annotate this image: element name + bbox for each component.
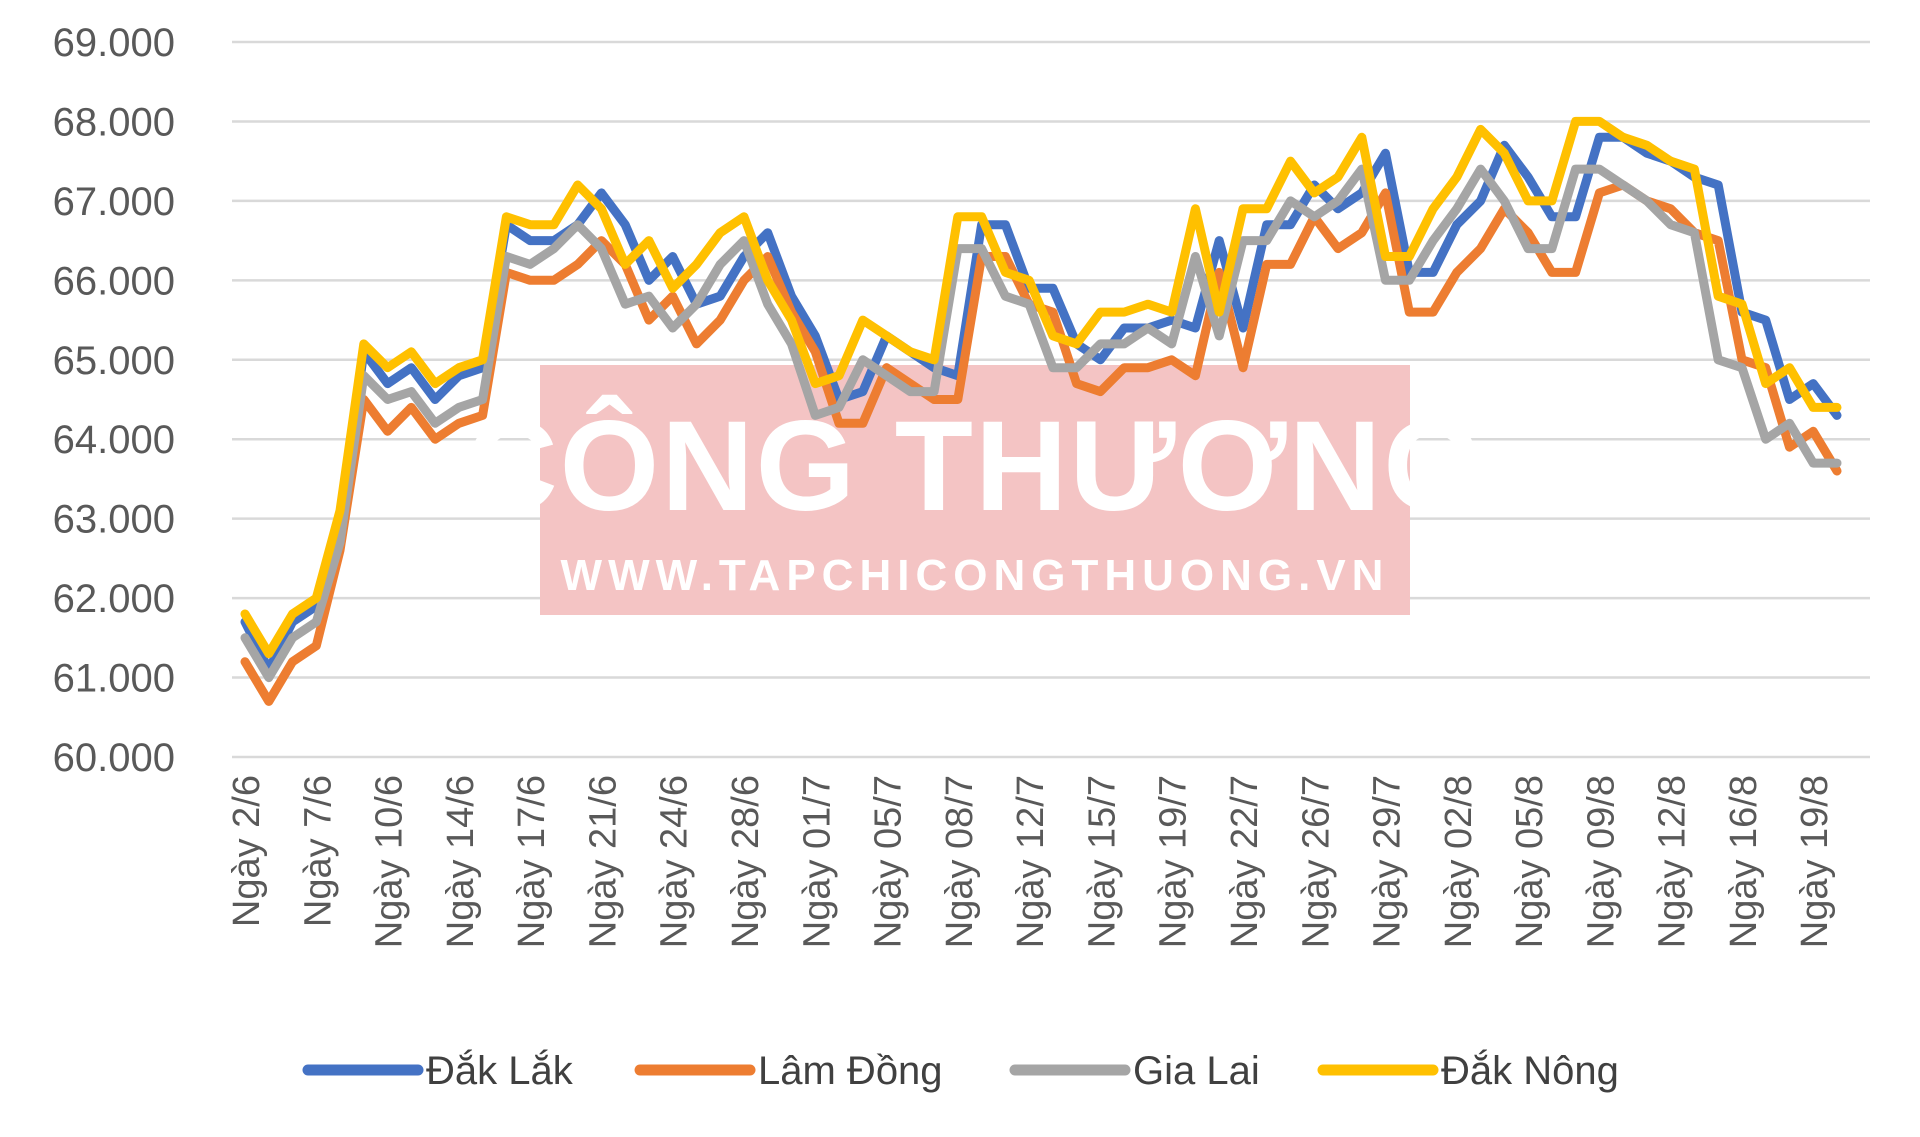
legend-label: Đắk Nông [1441, 1048, 1619, 1093]
y-tick-label: 65.000 [53, 339, 175, 383]
x-tick-label: Ngày 28/6 [725, 775, 767, 948]
y-tick-label: 62.000 [53, 577, 175, 621]
y-axis-ticks: 60.000 61.000 62.000 63.000 64.000 65.000 66.0… [53, 21, 175, 780]
y-tick-label: 67.000 [53, 180, 175, 224]
y-tick-label: 63.000 [53, 498, 175, 542]
legend: Đắk Lắk Lâm Đồng Gia Lai Đắk Nông [302, 1048, 1619, 1093]
watermark-title: CÔNG THƯƠNG [465, 395, 1485, 538]
y-tick-label: 66.000 [53, 259, 175, 303]
x-tick-label: Ngày 19/8 [1794, 775, 1836, 948]
x-tick-label: Ngày 16/8 [1723, 775, 1765, 948]
x-axis-ticks: Ngày 2/6 Ngày 7/6 Ngày 10/6 Ngày 14/6 Ngày 1… [226, 775, 1836, 948]
series-lines [240, 116, 1842, 706]
x-tick-label: Ngày 05/8 [1509, 775, 1551, 948]
y-tick-label: 64.000 [53, 418, 175, 462]
series-line-1 [240, 132, 1842, 675]
x-tick-label: Ngày 12/7 [1010, 775, 1052, 948]
x-tick-label: Ngày 01/7 [796, 775, 838, 948]
watermark-background [540, 365, 1410, 615]
y-tick-label: 69.000 [53, 21, 175, 65]
x-tick-label: Ngày 08/7 [939, 775, 981, 948]
series-line-4 [240, 116, 1842, 659]
x-tick-label: Ngày 10/6 [369, 775, 411, 948]
x-tick-label: Ngày 14/6 [440, 775, 482, 948]
legend-label: Gia Lai [1133, 1049, 1260, 1093]
x-tick-label: Ngày 02/8 [1438, 775, 1480, 948]
y-tick-label: 60.000 [53, 736, 175, 780]
x-tick-label: Ngày 09/8 [1580, 775, 1622, 948]
x-tick-label: Ngày 2/6 [226, 775, 268, 927]
y-tick-label: 68.000 [53, 100, 175, 144]
x-tick-label: Ngày 24/6 [654, 775, 696, 948]
x-tick-label: Ngày 15/7 [1081, 775, 1123, 948]
x-tick-label: Ngày 21/6 [582, 775, 624, 948]
watermark-url: WWW.TAPCHICONGTHUONG.VN [561, 551, 1390, 600]
x-tick-label: Ngày 29/7 [1367, 775, 1409, 948]
series-line-3 [240, 164, 1842, 683]
x-tick-label: Ngày 12/8 [1652, 775, 1694, 948]
legend-label: Lâm Đồng [758, 1049, 943, 1093]
legend-label: Đắk Lắk [426, 1048, 574, 1093]
x-tick-label: Ngày 19/7 [1153, 775, 1195, 948]
x-tick-label: Ngày 05/7 [868, 775, 910, 948]
x-tick-label: Ngày 26/7 [1295, 775, 1337, 948]
y-tick-label: 61.000 [53, 657, 175, 701]
x-tick-label: Ngày 22/7 [1224, 775, 1266, 948]
watermark: CÔNG THƯƠNG WWW.TAPCHICONGTHUONG.VN [465, 365, 1485, 615]
x-tick-label: Ngày 17/6 [511, 775, 553, 948]
x-tick-label: Ngày 7/6 [297, 775, 339, 927]
